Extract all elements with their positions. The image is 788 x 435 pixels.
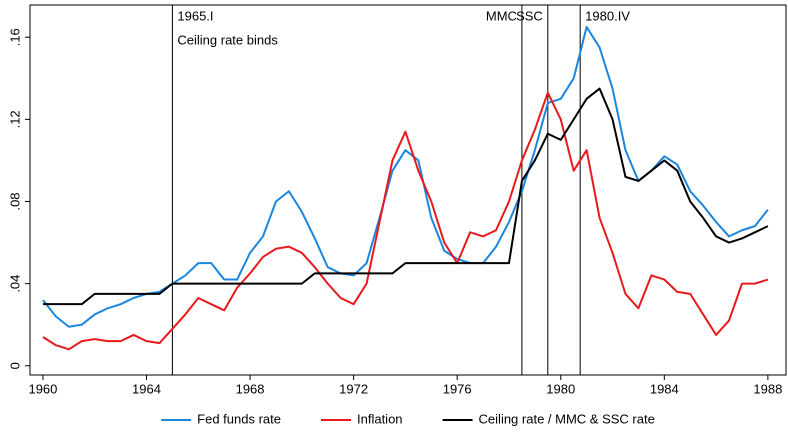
x-tick-label: 1984 [650,381,679,396]
x-tick-label: 1964 [132,381,161,396]
x-tick-label: 1972 [339,381,368,396]
legend-label: Inflation [357,411,403,426]
series-line [42,87,769,306]
series-line [42,25,769,328]
legend-label: Fed funds rate [197,411,281,426]
y-tick-label: 0 [7,362,22,369]
x-tick-label: 1980 [546,381,575,396]
legend-label: Ceiling rate / MMC & SSC rate [479,411,655,426]
x-tick-label: 1976 [443,381,472,396]
reference-label: MMC [486,8,517,23]
x-tick-label: 1988 [753,381,782,396]
x-tick-label: 1960 [28,381,57,396]
series-line [42,91,769,351]
y-tick-label: .16 [7,28,22,46]
reference-label: 1965.I [177,8,213,23]
y-tick-label: .12 [7,110,22,128]
y-tick-label: .04 [7,275,22,293]
reference-label: SSC [516,8,543,23]
plot-frame [29,4,787,376]
reference-label: 1980.IV [585,8,630,23]
x-tick-label: 1968 [236,381,265,396]
y-tick-label: .08 [7,192,22,210]
annotation: Ceiling rate binds [177,32,278,47]
